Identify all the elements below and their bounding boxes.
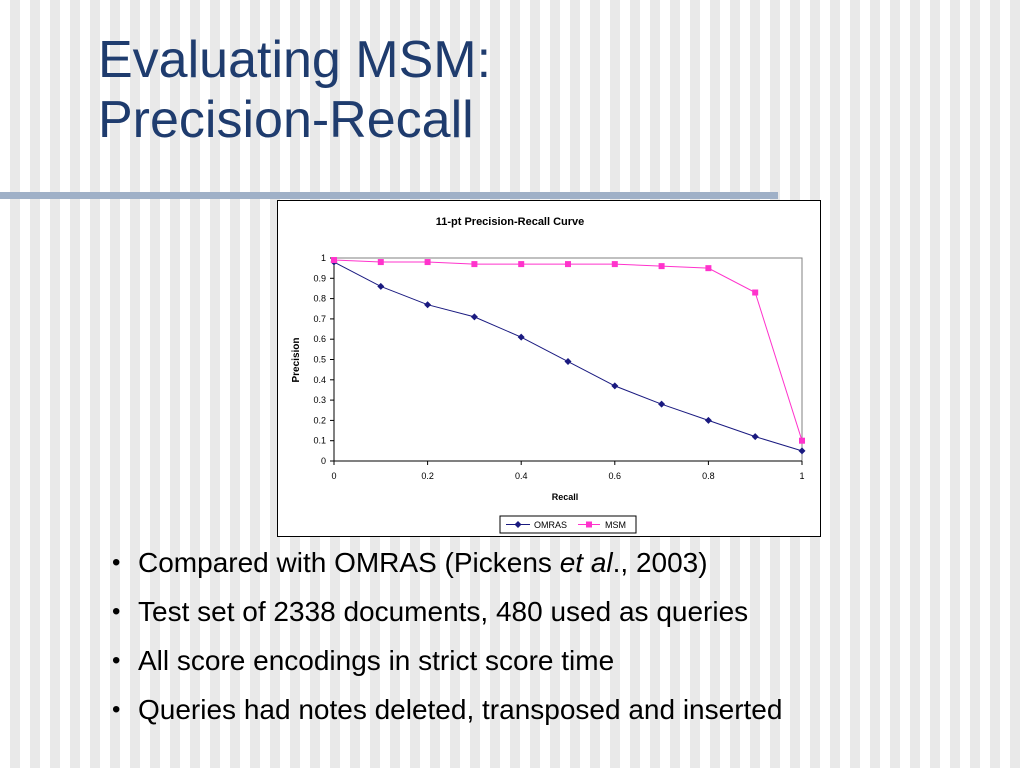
slide-title: Evaluating MSM: Precision-Recall <box>98 30 491 150</box>
point-msm <box>331 257 337 264</box>
point-omras <box>377 282 385 290</box>
legend-msm-marker <box>586 521 592 528</box>
legend-box <box>499 515 637 534</box>
point-omras <box>751 433 759 441</box>
legend-msm-label: MSM <box>605 520 626 530</box>
y-tick-label: 0 <box>321 456 326 466</box>
legend-omras-marker <box>514 521 522 528</box>
point-omras <box>517 333 525 341</box>
point-omras <box>611 382 619 390</box>
series-layer <box>330 257 806 455</box>
x-tick-label: 0.4 <box>515 471 528 481</box>
y-tick-label: 1 <box>321 253 326 263</box>
title-divider <box>0 192 778 199</box>
legend-omras-label: OMRAS <box>534 520 567 530</box>
y-tick-label: 0.5 <box>313 355 326 365</box>
point-msm <box>752 289 759 296</box>
point-omras <box>798 447 806 455</box>
point-omras <box>704 416 712 424</box>
point-omras <box>658 400 666 408</box>
bullet-1-text-a: Compared with OMRAS (Pickens <box>138 547 560 578</box>
point-msm <box>705 265 712 272</box>
chart-title: 11-pt Precision-Recall Curve <box>436 216 585 228</box>
y-tick-label: 0.9 <box>313 273 326 283</box>
x-tick-label: 1 <box>799 471 804 481</box>
chart-frame: 11-pt Precision-Recall Curve 0 0.1 0.2 0.3 0… <box>277 200 821 537</box>
x-tick-label: 0.8 <box>702 471 715 481</box>
point-msm <box>799 437 805 444</box>
bullet-1-text-italic: et al <box>559 547 613 578</box>
bullet-item-2: Test set of 2338 documents, 480 used as … <box>108 595 988 629</box>
bullet-list: Compared with OMRAS (Pickens et al., 200… <box>108 546 988 742</box>
x-tick-label: 0.6 <box>609 471 622 481</box>
point-omras <box>564 358 572 366</box>
slide-title-line-1: Evaluating MSM: <box>98 31 492 89</box>
point-msm <box>471 261 478 268</box>
x-axis-ticks: 0 0.2 0.4 0.6 0.8 1 <box>331 461 805 481</box>
bullet-item-3: All score encodings in strict score time <box>108 644 988 678</box>
point-msm <box>565 261 571 268</box>
y-tick-label: 0.4 <box>313 375 326 385</box>
x-axis-label: Recall <box>552 492 579 502</box>
y-tick-label: 0.7 <box>313 314 326 324</box>
point-omras <box>424 301 432 309</box>
point-msm <box>518 261 525 268</box>
bullet-item-1: Compared with OMRAS (Pickens et al., 200… <box>108 546 988 580</box>
point-msm <box>377 259 384 266</box>
bullet-1-text-b: ., 2003) <box>612 547 708 578</box>
point-msm <box>658 263 665 270</box>
y-axis-ticks: 0 0.1 0.2 0.3 0.4 0.5 0.6 0.7 0.8 0.9 1 <box>313 253 334 466</box>
y-tick-label: 0.8 <box>313 294 326 304</box>
point-msm <box>424 259 431 266</box>
point-omras <box>470 313 478 321</box>
precision-recall-chart: 11-pt Precision-Recall Curve 00.10.20.30… <box>291 216 806 534</box>
chart-legend: OMRAS MSM <box>499 515 637 534</box>
point-msm <box>611 261 618 268</box>
y-tick-label: 0.6 <box>313 334 326 344</box>
bullet-item-4: Queries had notes deleted, transposed an… <box>108 693 988 727</box>
y-tick-label: 0.3 <box>313 395 326 405</box>
x-tick-label: 0 <box>331 471 336 481</box>
y-tick-label: 0.1 <box>313 436 326 446</box>
y-tick-label: 0.2 <box>313 415 326 425</box>
x-tick-label: 0.2 <box>421 471 434 481</box>
slide-title-line-2: Precision-Recall <box>98 91 474 149</box>
y-axis-label: Precision <box>291 337 302 382</box>
